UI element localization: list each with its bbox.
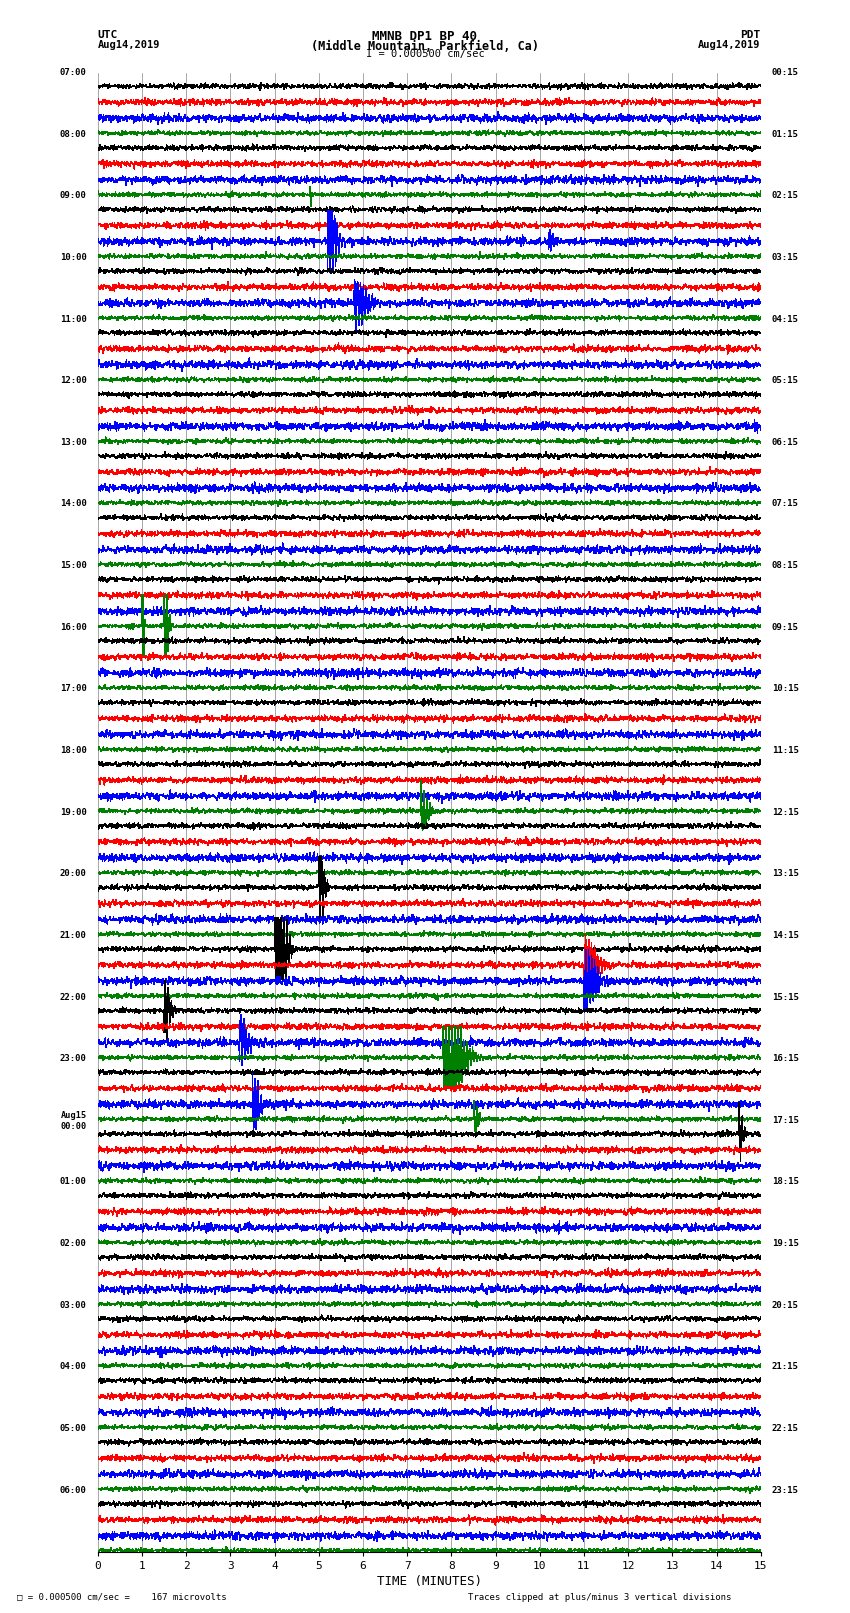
Text: 05:00: 05:00 (60, 1424, 87, 1432)
Text: (Middle Mountain, Parkfield, Ca): (Middle Mountain, Parkfield, Ca) (311, 39, 539, 53)
Text: 17:15: 17:15 (772, 1116, 799, 1124)
Text: 18:15: 18:15 (772, 1177, 799, 1187)
Text: 07:00: 07:00 (60, 68, 87, 77)
Text: 11:15: 11:15 (772, 747, 799, 755)
Text: 23:00: 23:00 (60, 1055, 87, 1063)
Text: 13:15: 13:15 (772, 869, 799, 877)
Text: 01:15: 01:15 (772, 129, 799, 139)
Text: 13:00: 13:00 (60, 437, 87, 447)
Text: I = 0.000500 cm/sec: I = 0.000500 cm/sec (366, 50, 484, 60)
Text: 05:15: 05:15 (772, 376, 799, 386)
Text: 03:00: 03:00 (60, 1300, 87, 1310)
Text: 19:15: 19:15 (772, 1239, 799, 1248)
Text: 08:00: 08:00 (60, 129, 87, 139)
Text: 20:15: 20:15 (772, 1300, 799, 1310)
Text: 00:15: 00:15 (772, 68, 799, 77)
Text: 04:00: 04:00 (60, 1363, 87, 1371)
Text: 03:15: 03:15 (772, 253, 799, 261)
Text: 15:00: 15:00 (60, 561, 87, 569)
Text: 16:00: 16:00 (60, 623, 87, 632)
Text: 15:15: 15:15 (772, 992, 799, 1002)
Text: PDT: PDT (740, 31, 761, 40)
Text: 01:00: 01:00 (60, 1177, 87, 1187)
Text: 23:15: 23:15 (772, 1486, 799, 1495)
Text: 12:15: 12:15 (772, 808, 799, 816)
Text: □ = 0.000500 cm/sec =    167 microvolts: □ = 0.000500 cm/sec = 167 microvolts (17, 1592, 227, 1602)
Text: 12:00: 12:00 (60, 376, 87, 386)
Text: 21:15: 21:15 (772, 1363, 799, 1371)
Text: 08:15: 08:15 (772, 561, 799, 569)
Text: 10:15: 10:15 (772, 684, 799, 694)
Text: Aug14,2019: Aug14,2019 (698, 39, 761, 50)
Text: Traces clipped at plus/minus 3 vertical divisions: Traces clipped at plus/minus 3 vertical … (468, 1592, 731, 1602)
Text: 22:00: 22:00 (60, 992, 87, 1002)
Text: 04:15: 04:15 (772, 315, 799, 324)
Text: 20:00: 20:00 (60, 869, 87, 877)
Text: Aug14,2019: Aug14,2019 (98, 39, 161, 50)
Text: 09:00: 09:00 (60, 192, 87, 200)
Text: 21:00: 21:00 (60, 931, 87, 940)
Text: 17:00: 17:00 (60, 684, 87, 694)
Text: UTC: UTC (98, 31, 118, 40)
Text: MMNB DP1 BP 40: MMNB DP1 BP 40 (372, 31, 478, 44)
Text: 22:15: 22:15 (772, 1424, 799, 1432)
Text: 14:15: 14:15 (772, 931, 799, 940)
Text: 19:00: 19:00 (60, 808, 87, 816)
Text: 02:00: 02:00 (60, 1239, 87, 1248)
Text: 14:00: 14:00 (60, 500, 87, 508)
Text: 07:15: 07:15 (772, 500, 799, 508)
Text: 11:00: 11:00 (60, 315, 87, 324)
Text: 18:00: 18:00 (60, 747, 87, 755)
X-axis label: TIME (MINUTES): TIME (MINUTES) (377, 1574, 482, 1587)
Text: Aug15: Aug15 (60, 1111, 87, 1119)
Text: 10:00: 10:00 (60, 253, 87, 261)
Text: 06:15: 06:15 (772, 437, 799, 447)
Text: 06:00: 06:00 (60, 1486, 87, 1495)
Text: 16:15: 16:15 (772, 1055, 799, 1063)
Text: 00:00: 00:00 (60, 1123, 87, 1131)
Text: 02:15: 02:15 (772, 192, 799, 200)
Text: 09:15: 09:15 (772, 623, 799, 632)
